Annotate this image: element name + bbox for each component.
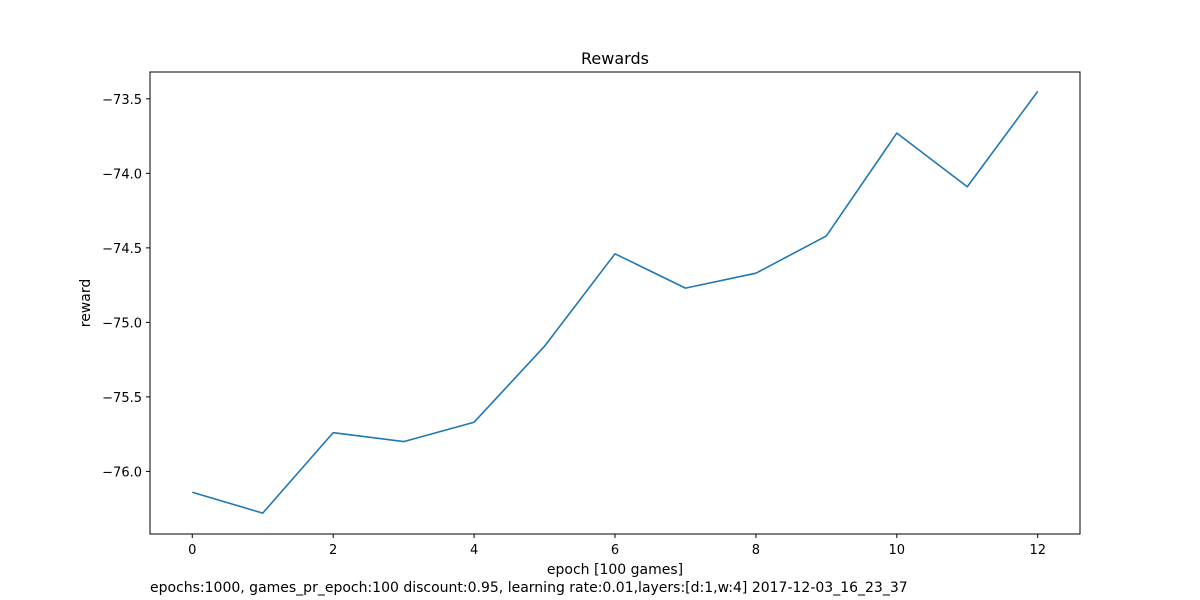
data-point [331,430,336,435]
data-point [1035,89,1040,94]
y-axis-label: reward [78,279,94,328]
x-tick-label: 4 [470,543,478,558]
x-tick-label: 0 [188,543,196,558]
data-point [753,271,758,276]
data-point [260,511,265,516]
x-tick-label: 8 [752,543,760,558]
plot-area [149,71,1081,535]
data-point [401,439,406,444]
data-point [613,251,618,256]
x-tick-label: 10 [889,543,906,558]
data-point [894,131,899,136]
y-tick-label: −74.0 [102,167,142,182]
y-tick-label: −75.5 [102,391,142,406]
x-tick-label: 2 [329,543,337,558]
data-point [472,420,477,425]
x-axis-label: epoch [100 games] [547,562,683,578]
y-tick-label: −76.0 [102,465,142,480]
data-point [824,233,829,238]
x-tick-label: 12 [1029,543,1046,558]
chart-title: Rewards [581,49,649,68]
y-axis-ticks: −73.5 −74.0 −74.5 −75.0 −75.5 −76.0 [102,93,150,480]
data-point [683,286,688,291]
run-caption: epochs:1000, games_pr_epoch:100 discount… [150,580,908,596]
x-tick-label: 6 [611,543,619,558]
y-tick-label: −73.5 [102,93,142,108]
series-line [192,90,1039,514]
data-point [965,184,970,189]
x-axis-ticks: 0 2 4 6 8 10 12 [188,534,1046,558]
y-tick-label: −74.5 [102,242,142,257]
data-point [542,344,547,349]
data-point [190,490,195,495]
y-tick-label: −75.0 [102,316,142,331]
series-layer [190,89,1040,516]
